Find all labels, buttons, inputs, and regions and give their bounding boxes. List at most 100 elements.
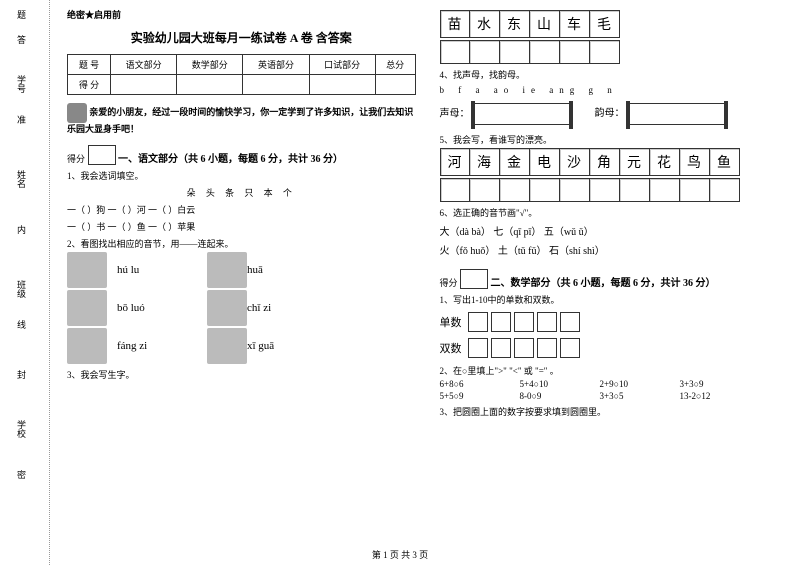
q6: 6、选正确的音节画"√"。 xyxy=(440,206,789,219)
match-pinyin: xī guā xyxy=(247,340,307,352)
match-image xyxy=(207,290,247,326)
score-header: 口试部分 xyxy=(309,55,375,75)
char-cell xyxy=(500,40,530,64)
page-footer: 第 1 页 共 3 页 xyxy=(0,548,800,561)
char-cell xyxy=(650,178,680,202)
match-image xyxy=(67,252,107,288)
match-image xyxy=(67,290,107,326)
q1-line2: 一（ ）书 一（ ）鱼 一（ ）苹果 xyxy=(67,220,416,233)
margin-label: 准 xyxy=(15,115,28,124)
char-cell xyxy=(620,178,650,202)
secret-label: 绝密★启用前 xyxy=(67,8,416,21)
score-row-label: 得 分 xyxy=(68,75,111,95)
score-header: 题 号 xyxy=(68,55,111,75)
char-cell xyxy=(500,178,530,202)
section1-header: 一、语文部分（共 6 小题，每题 6 分，共计 36 分） xyxy=(118,154,343,165)
score-header: 数学部分 xyxy=(177,55,243,75)
char-cell: 花 xyxy=(650,148,680,176)
margin-label: 答 xyxy=(15,35,28,44)
score-cell xyxy=(177,75,243,95)
score-header: 英语部分 xyxy=(243,55,309,75)
compare-item: 5+4○10 xyxy=(520,379,600,389)
shengmu-label: 声母： xyxy=(440,108,470,119)
margin-label: 线 xyxy=(15,320,28,329)
char-cell xyxy=(680,178,710,202)
char-cell: 东 xyxy=(500,10,530,38)
q3: 3、我会写生字。 xyxy=(67,368,416,381)
q4-letters: b f a ao ie ang g n xyxy=(440,85,789,95)
margin-label: 封 xyxy=(15,370,28,379)
q1-words: 朵 头 条 只 本 个 xyxy=(67,186,416,199)
num-box xyxy=(560,312,580,332)
char-cell xyxy=(560,40,590,64)
q1-line1: 一（ ）狗 一（ ）河 一（ ）白云 xyxy=(67,203,416,216)
scorebox-label: 得分 xyxy=(67,154,85,164)
char-cell: 毛 xyxy=(590,10,620,38)
char-cell: 鸟 xyxy=(680,148,710,176)
margin-label: 班级 xyxy=(15,280,28,298)
margin-label: 密 xyxy=(15,470,28,479)
section2-header: 二、数学部分（共 6 小题，每题 6 分，共计 36 分） xyxy=(491,278,716,289)
mascot-icon xyxy=(67,103,87,123)
num-box xyxy=(468,312,488,332)
match-pinyin: fáng zi xyxy=(117,340,177,352)
char-cell: 电 xyxy=(530,148,560,176)
char-cell: 金 xyxy=(500,148,530,176)
char-cell: 元 xyxy=(620,148,650,176)
char-cell: 水 xyxy=(470,10,500,38)
num-box xyxy=(514,338,534,358)
char-cell: 鱼 xyxy=(710,148,740,176)
score-cell xyxy=(111,75,177,95)
match-image xyxy=(207,252,247,288)
char-cell: 海 xyxy=(470,148,500,176)
m1: 1、写出1-10中的单数和双数。 xyxy=(440,293,789,306)
compare-item: 2+9○10 xyxy=(600,379,680,389)
char-cell: 沙 xyxy=(560,148,590,176)
margin-label: 题 xyxy=(15,10,28,19)
score-cell xyxy=(375,75,415,95)
score-cell xyxy=(243,75,309,95)
yunmu-box xyxy=(627,103,727,125)
num-box xyxy=(537,338,557,358)
score-input-box2 xyxy=(460,269,488,289)
yunmu-label: 韵母： xyxy=(595,108,625,119)
char-cell xyxy=(710,178,740,202)
margin-label: 学号 xyxy=(15,75,28,93)
score-header: 总分 xyxy=(375,55,415,75)
num-box xyxy=(537,312,557,332)
exam-title: 实验幼儿园大班每月一练试卷 A 卷 含答案 xyxy=(67,29,416,46)
char-cell xyxy=(470,178,500,202)
match-pinyin: hú lu xyxy=(117,264,177,276)
scorebox-label2: 得分 xyxy=(440,278,458,288)
char-cell xyxy=(440,178,470,202)
match-pinyin: bō luó xyxy=(117,302,177,314)
q1: 1、我会选词填空。 xyxy=(67,169,416,182)
score-input-box xyxy=(88,145,116,165)
match-image xyxy=(67,328,107,364)
score-header: 语文部分 xyxy=(111,55,177,75)
char-cell: 河 xyxy=(440,148,470,176)
compare-item: 13-2○12 xyxy=(680,391,760,401)
compare-item: 3+3○5 xyxy=(600,391,680,401)
q6-row1: 大（dà bà） 七（qī pī） 五（wǔ ǔ） xyxy=(440,223,789,238)
shengmu-box xyxy=(472,103,572,125)
char-cell xyxy=(440,40,470,64)
match-pinyin: huā xyxy=(247,264,307,276)
q5: 5、我会写，看谁写的漂亮。 xyxy=(440,133,789,146)
score-cell xyxy=(309,75,375,95)
match-image xyxy=(207,328,247,364)
char-cell: 山 xyxy=(530,10,560,38)
margin-label: 内 xyxy=(15,225,28,234)
q6-row2: 火（fǒ huǒ） 土（tǔ fǔ） 石（shí shì） xyxy=(440,242,789,257)
num-box xyxy=(491,312,511,332)
m2: 2、在○里填上">" "<" 或 "=" 。 xyxy=(440,364,789,377)
num-box xyxy=(491,338,511,358)
compare-item: 8-0○9 xyxy=(520,391,600,401)
even-label: 双数 xyxy=(440,340,462,356)
compare-item: 5+5○9 xyxy=(440,391,520,401)
q4: 4、找声母，找韵母。 xyxy=(440,68,789,81)
char-cell xyxy=(470,40,500,64)
intro-text: 亲爱的小朋友，经过一段时间的愉快学习，你一定学到了许多知识，让我们去知识乐园大显… xyxy=(67,103,416,137)
char-cell: 苗 xyxy=(440,10,470,38)
compare-item: 6+8○6 xyxy=(440,379,520,389)
